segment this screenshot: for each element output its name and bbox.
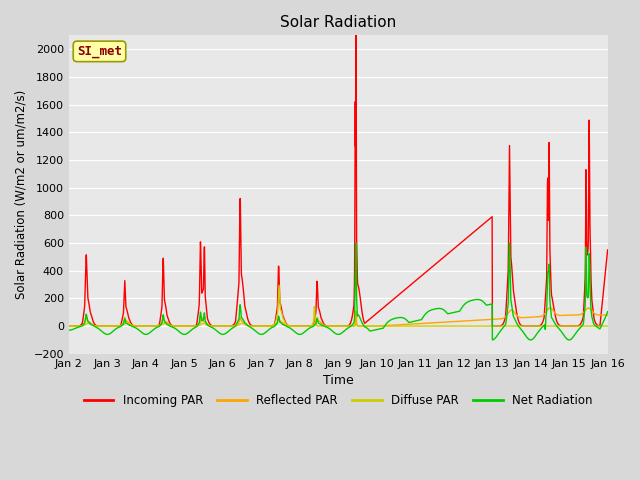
Y-axis label: Solar Radiation (W/m2 or um/m2/s): Solar Radiation (W/m2 or um/m2/s) bbox=[15, 90, 28, 299]
Title: Solar Radiation: Solar Radiation bbox=[280, 15, 396, 30]
X-axis label: Time: Time bbox=[323, 374, 354, 387]
Legend: Incoming PAR, Reflected PAR, Diffuse PAR, Net Radiation: Incoming PAR, Reflected PAR, Diffuse PAR… bbox=[79, 389, 597, 411]
Text: SI_met: SI_met bbox=[77, 45, 122, 58]
